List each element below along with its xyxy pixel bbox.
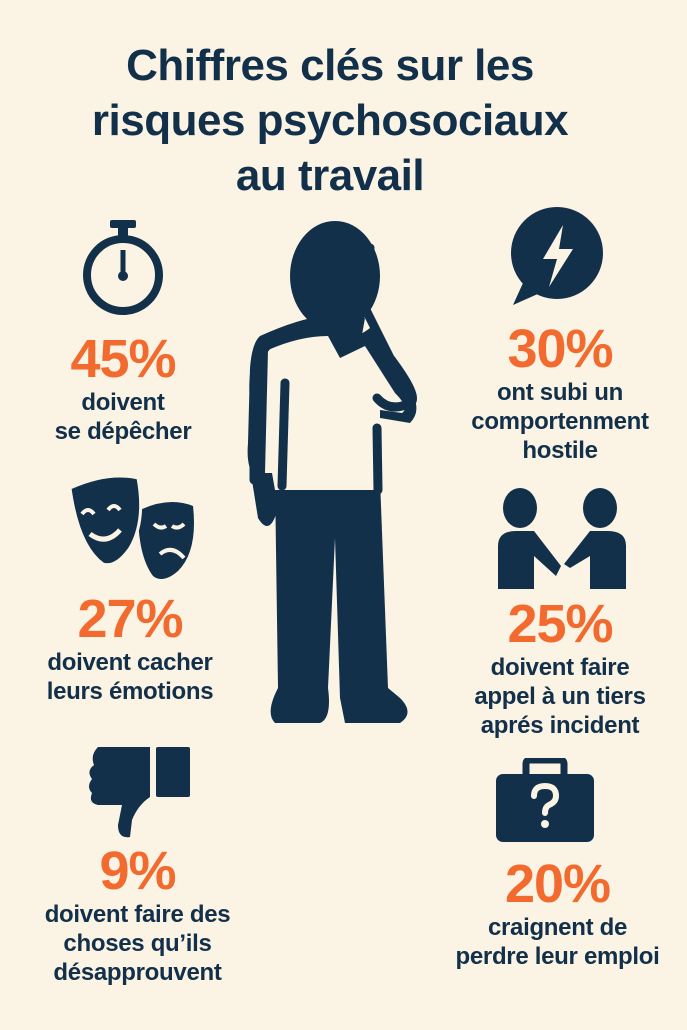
stat-value: 9%: [99, 841, 176, 901]
stat-value: 45%: [70, 329, 176, 389]
stat-value: 20%: [504, 854, 611, 914]
stat-third-party: 25% doivent faire appel à un tiers aprés…: [470, 595, 650, 740]
stat-label: comportenment: [471, 408, 649, 435]
stat-disapprove: 9% doivent faire des choses qu’ils désap…: [25, 842, 250, 987]
thumbs-down-icon: [89, 747, 190, 838]
stat-label: ont subi un: [496, 379, 623, 406]
briefcase-question-icon: [496, 758, 594, 842]
stressed-person-icon: [247, 221, 417, 723]
stat-label: se dépêcher: [54, 418, 192, 445]
stat-label: doivent faire des: [44, 901, 231, 928]
stat-label: choses qu’ils: [63, 930, 212, 957]
title-line: au travail: [235, 151, 425, 200]
title-line: risques psychosociaux: [91, 96, 569, 145]
stat-hide-emotions: 27% doivent cacher leurs émotions: [20, 590, 240, 706]
stat-label: doivent: [81, 389, 165, 416]
stat-label: appel à un tiers: [474, 683, 646, 710]
stat-value: 30%: [507, 319, 613, 379]
lightning-speech-bubble-icon: [511, 207, 603, 305]
stat-label: doivent cacher: [47, 649, 213, 676]
stat-job-loss: 20% craignent de perdre leur emploi: [440, 855, 675, 971]
handshake-people-icon: [498, 488, 626, 589]
title-line: Chiffres clés sur les: [126, 41, 534, 90]
stopwatch-icon: [83, 220, 163, 315]
stat-label: désapprouvent: [53, 959, 222, 986]
stat-value: 25%: [507, 594, 613, 654]
stat-hurry: 45% doivent se dépêcher: [23, 330, 223, 446]
page-title: Chiffres clés sur les risques psychosoci…: [0, 38, 660, 203]
stat-label: craignent de: [487, 914, 628, 941]
theater-masks-icon: [68, 476, 194, 580]
stat-label: leurs émotions: [46, 678, 214, 705]
stat-label: perdre leur emploi: [455, 943, 660, 970]
stat-label: aprés incident: [480, 712, 640, 739]
stat-label: hostile: [522, 437, 598, 464]
stat-label: doivent faire: [490, 654, 630, 681]
stat-value: 27%: [77, 589, 183, 649]
stat-hostile: 30% ont subi un comportenment hostile: [455, 320, 665, 465]
